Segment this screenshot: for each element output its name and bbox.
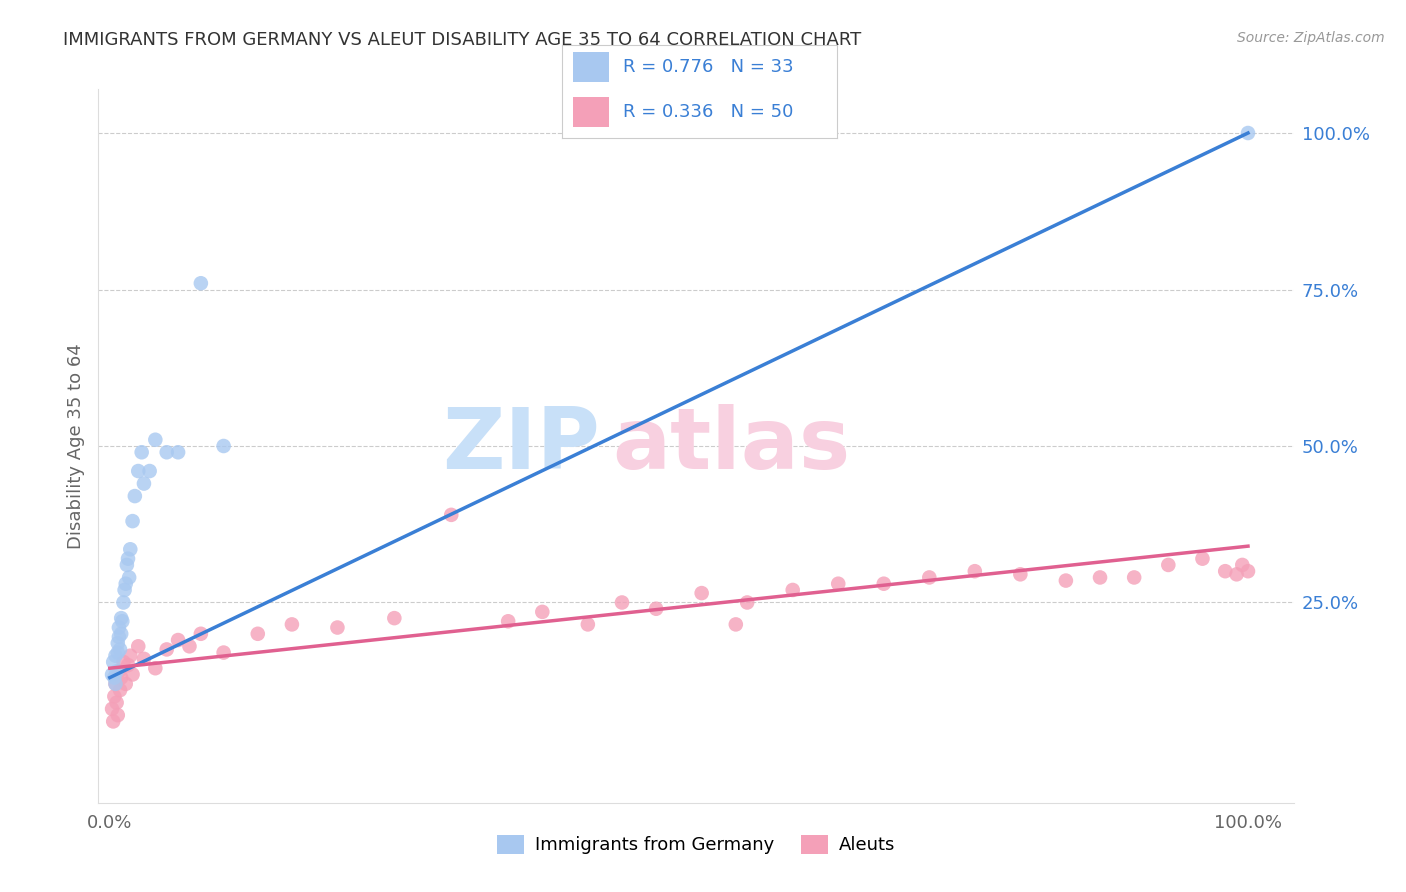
- Point: [918, 570, 941, 584]
- Point: [117, 551, 139, 566]
- Point: [645, 601, 668, 615]
- Point: [496, 614, 519, 628]
- Point: [131, 445, 153, 459]
- Point: [103, 655, 125, 669]
- Point: [104, 648, 127, 663]
- Point: [212, 646, 235, 660]
- Point: [115, 558, 138, 572]
- Point: [167, 445, 190, 459]
- Point: [111, 614, 134, 628]
- Bar: [574, 52, 609, 82]
- Point: [114, 677, 136, 691]
- Point: [690, 586, 713, 600]
- Point: [110, 611, 132, 625]
- Point: [108, 665, 131, 679]
- Point: [143, 433, 166, 447]
- Point: [576, 617, 599, 632]
- Text: IMMIGRANTS FROM GERMANY VS ALEUT DISABILITY AGE 35 TO 64 CORRELATION CHART: IMMIGRANTS FROM GERMANY VS ALEUT DISABIL…: [63, 31, 862, 49]
- Y-axis label: Disability Age 35 to 64: Disability Age 35 to 64: [66, 343, 84, 549]
- Point: [110, 627, 132, 641]
- Point: [1088, 570, 1111, 584]
- Point: [104, 677, 127, 691]
- Point: [782, 582, 804, 597]
- Point: [104, 677, 127, 691]
- Point: [118, 570, 141, 584]
- Point: [1191, 551, 1213, 566]
- Point: [827, 576, 849, 591]
- Point: [103, 714, 125, 729]
- Point: [112, 655, 135, 669]
- Point: [108, 630, 131, 644]
- Point: [132, 476, 155, 491]
- Point: [107, 708, 129, 723]
- Point: [101, 667, 124, 681]
- Point: [873, 576, 896, 591]
- Point: [1054, 574, 1077, 588]
- Point: [107, 646, 129, 660]
- Point: [326, 621, 349, 635]
- Point: [212, 439, 235, 453]
- Point: [103, 690, 125, 704]
- Bar: [574, 97, 609, 127]
- Point: [724, 617, 747, 632]
- Point: [1237, 564, 1260, 578]
- Point: [179, 640, 201, 654]
- Point: [963, 564, 986, 578]
- Point: [117, 658, 139, 673]
- Point: [531, 605, 554, 619]
- Text: R = 0.776   N = 33: R = 0.776 N = 33: [623, 58, 793, 76]
- Point: [138, 464, 160, 478]
- Point: [246, 627, 269, 641]
- Point: [114, 576, 136, 591]
- Point: [167, 633, 190, 648]
- Point: [281, 617, 304, 632]
- Point: [114, 582, 136, 597]
- Point: [108, 621, 131, 635]
- Legend: Immigrants from Germany, Aleuts: Immigrants from Germany, Aleuts: [489, 828, 903, 862]
- Point: [156, 642, 179, 657]
- Point: [121, 514, 143, 528]
- Point: [120, 542, 142, 557]
- Point: [610, 595, 633, 609]
- Point: [107, 636, 129, 650]
- Point: [1157, 558, 1180, 572]
- Point: [1213, 564, 1236, 578]
- Point: [156, 445, 179, 459]
- Point: [127, 464, 149, 478]
- Point: [108, 642, 131, 657]
- Point: [1226, 567, 1249, 582]
- Point: [735, 595, 758, 609]
- Text: Source: ZipAtlas.com: Source: ZipAtlas.com: [1237, 31, 1385, 45]
- Point: [124, 489, 146, 503]
- Point: [105, 665, 128, 679]
- Point: [190, 277, 212, 291]
- Point: [121, 667, 143, 681]
- Point: [440, 508, 463, 522]
- Point: [127, 640, 149, 654]
- Point: [103, 671, 125, 685]
- Text: R = 0.336   N = 50: R = 0.336 N = 50: [623, 103, 793, 121]
- Text: ZIP: ZIP: [443, 404, 600, 488]
- Text: atlas: atlas: [613, 404, 851, 488]
- Point: [105, 696, 128, 710]
- Point: [108, 683, 131, 698]
- Point: [132, 652, 155, 666]
- Point: [101, 702, 124, 716]
- Point: [382, 611, 405, 625]
- Point: [190, 627, 212, 641]
- Point: [1123, 570, 1146, 584]
- Point: [1237, 126, 1260, 140]
- Point: [120, 648, 142, 663]
- Point: [110, 671, 132, 685]
- Point: [143, 661, 166, 675]
- Point: [1010, 567, 1032, 582]
- Point: [112, 595, 135, 609]
- Point: [1232, 558, 1254, 572]
